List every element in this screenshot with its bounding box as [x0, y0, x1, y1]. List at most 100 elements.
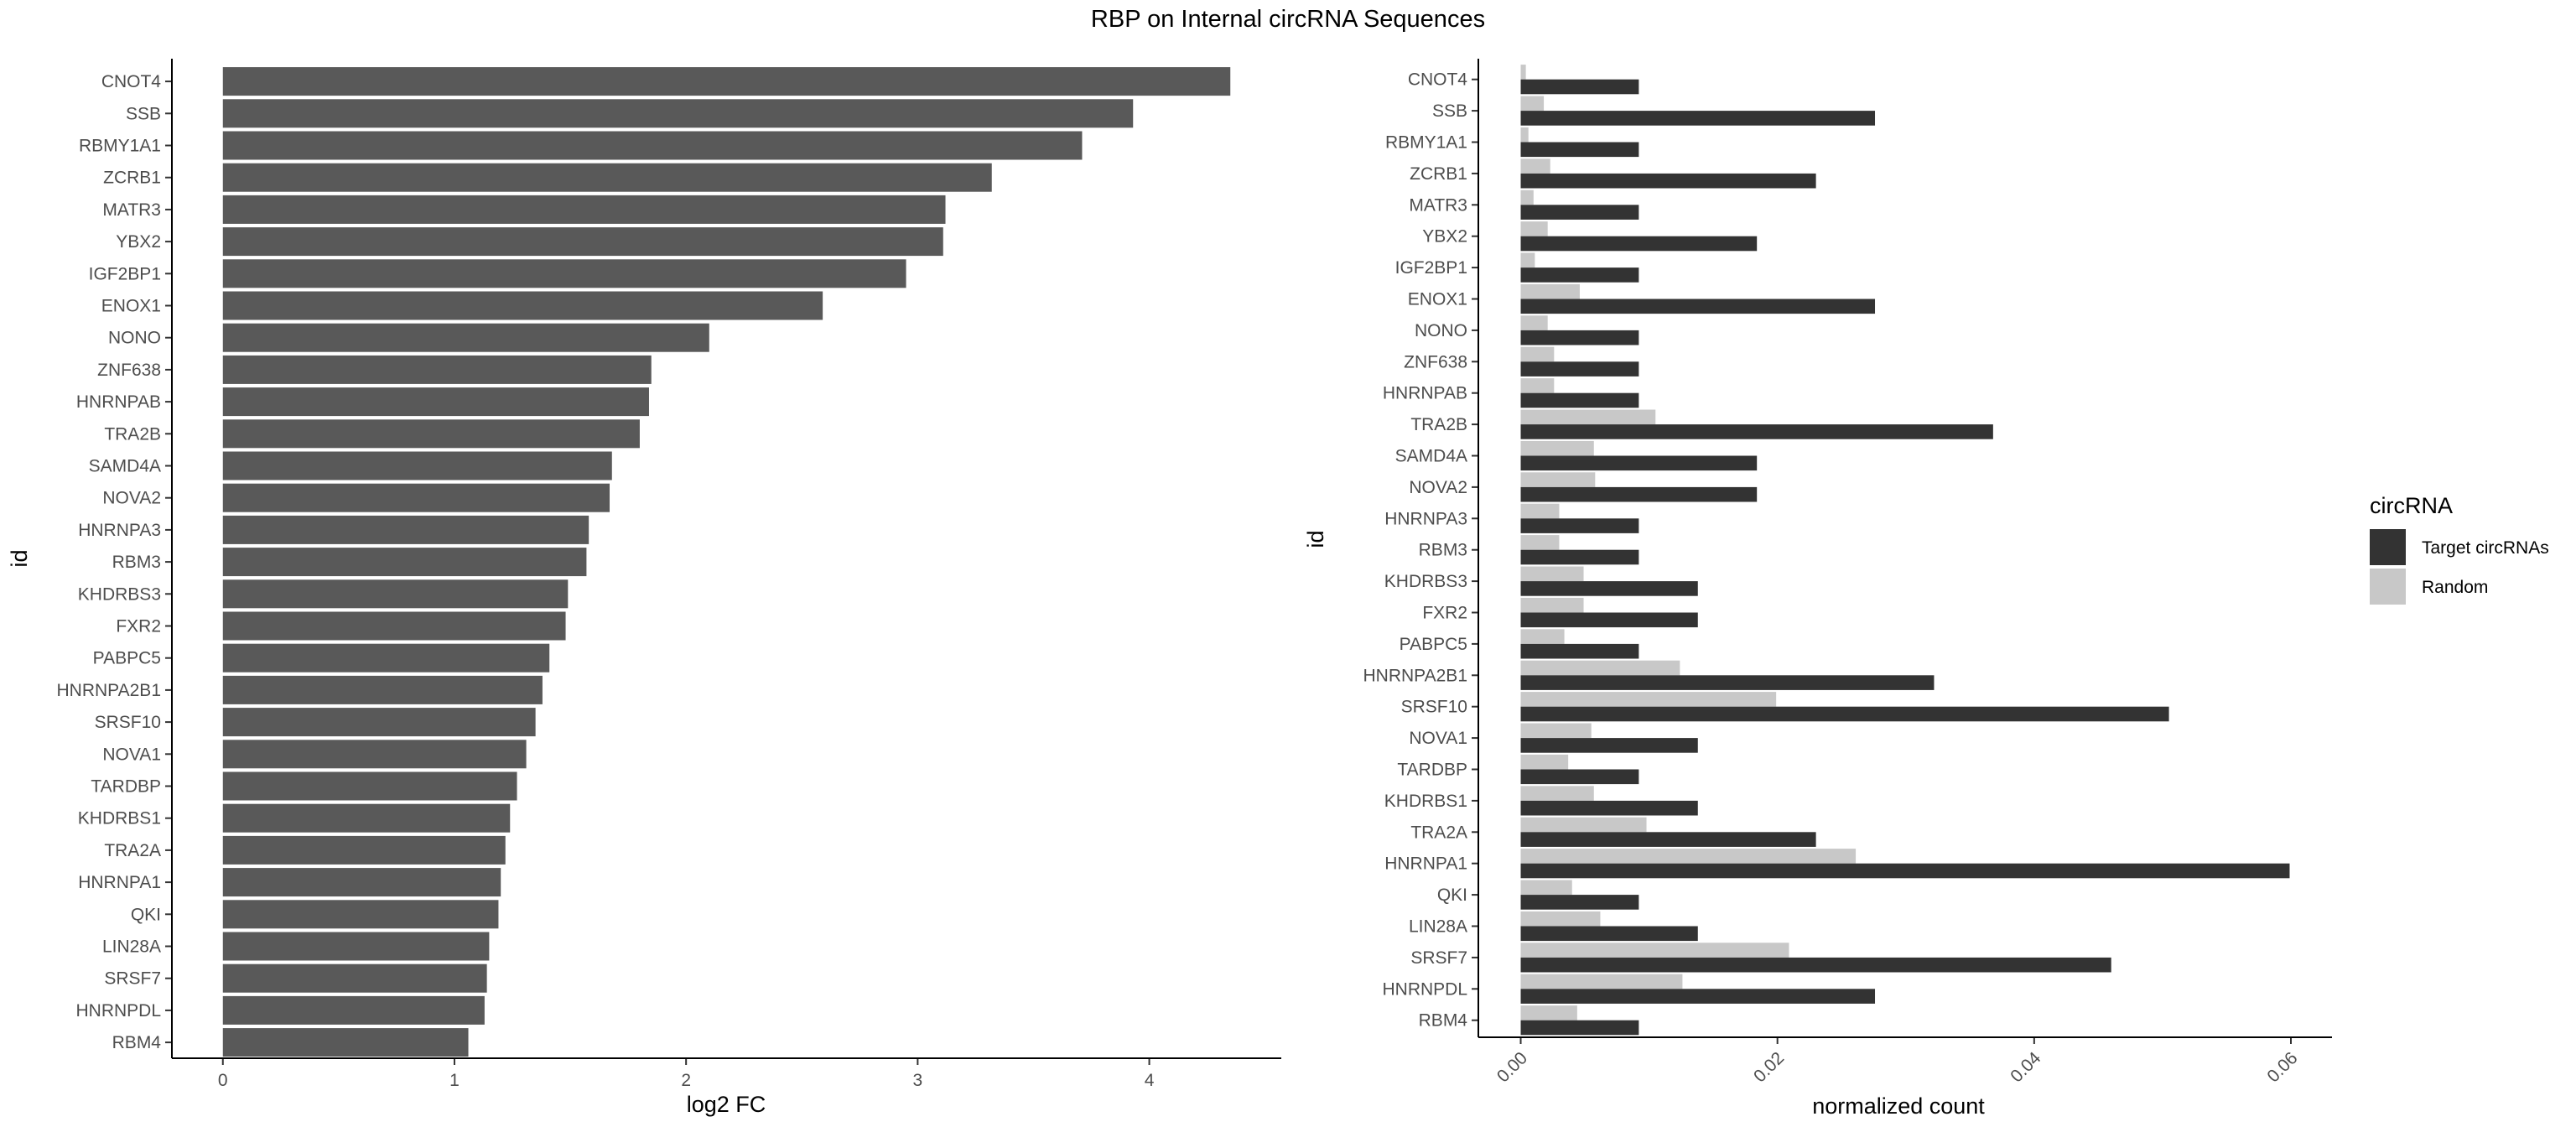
bar-fxr2-target-circrnas: [1520, 612, 1698, 628]
left-y-axis-label: id: [7, 549, 32, 567]
y-tick-label-cnot4: CNOT4: [1408, 70, 1467, 90]
y-tick-label-khdrbs1: KHDRBS1: [1384, 792, 1467, 811]
bar-srsf10-target-circrnas: [1520, 706, 2169, 722]
y-tick-label-hnrnpa1: HNRNPA1: [78, 873, 161, 892]
legend-title: circRNA: [2370, 493, 2453, 518]
bar-pabpc5-random: [1520, 629, 1565, 644]
bar-rbm3-target-circrnas: [1520, 549, 1639, 565]
left-x-axis-label: log2 FC: [687, 1092, 766, 1117]
y-tick-label-qki: QKI: [131, 905, 161, 924]
y-tick-label-khdrbs3: KHDRBS3: [1384, 572, 1467, 591]
x-tick-label: 2: [681, 1071, 691, 1090]
left-y-tick-labels: CNOT4 SSB RBMY1A1 ZCRB1 MATR3 YBX2 IGF2BP1 ENOX…: [57, 72, 172, 1052]
legend-label-target: Target circRNAs: [2422, 538, 2549, 558]
y-tick-label-rbmy1a1: RBMY1A1: [79, 137, 161, 156]
y-tick-label-pabpc5: PABPC5: [93, 649, 161, 668]
x-tick-label: 1: [449, 1071, 460, 1090]
bar-fxr2-random: [1520, 597, 1584, 613]
bar-hnrnpdl: [222, 995, 485, 1025]
bar-hnrnpa2b1-random: [1520, 660, 1680, 676]
bar-khdrbs3-target-circrnas: [1520, 581, 1698, 596]
bar-lin28a-target-circrnas: [1520, 926, 1698, 942]
bar-samd4a: [222, 451, 612, 480]
y-tick-label-lin28a: LIN28A: [102, 937, 161, 957]
bar-tra2a: [222, 835, 506, 865]
y-tick-label-zcrb1: ZCRB1: [103, 169, 161, 188]
bar-enox1: [222, 291, 823, 320]
bar-nova2-target-circrnas: [1520, 486, 1758, 502]
bar-znf638-target-circrnas: [1520, 361, 1639, 377]
y-tick-label-tra2b: TRA2B: [1410, 415, 1467, 434]
bar-znf638: [222, 355, 652, 384]
y-tick-label-nono: NONO: [108, 329, 161, 348]
x-tick-label: 3: [913, 1071, 923, 1090]
bar-rbm4-target-circrnas: [1520, 1020, 1639, 1036]
y-tick-label-nova2: NOVA2: [1409, 478, 1467, 497]
bar-tra2b-target-circrnas: [1520, 424, 1993, 439]
bar-srsf7-random: [1520, 943, 1789, 958]
y-tick-label-fxr2: FXR2: [1422, 604, 1467, 623]
bar-matr3-random: [1520, 190, 1534, 205]
bar-qki: [222, 900, 499, 929]
y-tick-label-rbmy1a1: RBMY1A1: [1385, 133, 1467, 153]
y-tick-label-fxr2: FXR2: [116, 617, 161, 636]
bar-khdrbs1: [222, 803, 511, 833]
bar-khdrbs1-random: [1520, 786, 1594, 801]
y-tick-label-srsf10: SRSF10: [95, 713, 161, 732]
right-y-tick-labels: CNOT4 SSB RBMY1A1 ZCRB1 MATR3 YBX2 IGF2BP1 ENOX…: [1363, 70, 1478, 1031]
bar-qki-target-circrnas: [1520, 895, 1639, 910]
bar-srsf7: [222, 963, 487, 993]
bar-hnrnpab-random: [1520, 378, 1555, 393]
y-tick-label-samd4a: SAMD4A: [89, 457, 161, 476]
bar-igf2bp1: [222, 259, 906, 288]
bar-hnrnpa2b1: [222, 675, 543, 704]
y-tick-label-tra2a: TRA2A: [1410, 823, 1467, 842]
left-bars: [222, 67, 1231, 1057]
y-tick-label-samd4a: SAMD4A: [1395, 447, 1467, 466]
bar-ssb: [222, 99, 1134, 128]
y-tick-label-ssb: SSB: [126, 104, 161, 123]
y-tick-label-matr3: MATR3: [102, 200, 161, 220]
y-tick-label-hnrnpa2b1: HNRNPA2B1: [57, 681, 161, 700]
bar-rbm3-random: [1520, 535, 1560, 550]
y-tick-label-zcrb1: ZCRB1: [1410, 164, 1467, 184]
y-tick-label-hnrnpab: HNRNPAB: [76, 392, 161, 412]
bar-nono: [222, 323, 709, 352]
bar-rbm3: [222, 548, 587, 577]
bar-igf2bp1-target-circrnas: [1520, 267, 1639, 283]
bar-hnrnpa1: [222, 868, 501, 897]
bar-fxr2: [222, 611, 566, 641]
bar-hnrnpdl-target-circrnas: [1520, 989, 1876, 1004]
bar-tardbp: [222, 771, 517, 801]
y-tick-label-hnrnpa3: HNRNPA3: [78, 521, 161, 540]
bar-zcrb1-target-circrnas: [1520, 173, 1816, 189]
left-panel: CNOT4 SSB RBMY1A1 ZCRB1 MATR3 YBX2 IGF2BP1 ENOX…: [7, 59, 1281, 1117]
bar-khdrbs3: [222, 579, 569, 609]
bar-zcrb1-random: [1520, 158, 1550, 174]
y-tick-label-enox1: ENOX1: [1408, 290, 1467, 309]
bar-tra2a-random: [1520, 817, 1647, 833]
bar-srsf10: [222, 708, 536, 737]
y-tick-label-tra2a: TRA2A: [104, 841, 161, 860]
y-tick-label-ybx2: YBX2: [1422, 227, 1467, 247]
bar-rbm4-random: [1520, 1005, 1577, 1021]
right-y-axis-label: id: [1303, 530, 1328, 548]
bar-rbm4: [222, 1028, 469, 1057]
bar-khdrbs3-random: [1520, 566, 1584, 582]
bar-zcrb1: [222, 163, 992, 192]
bar-rbmy1a1: [222, 131, 1083, 160]
bar-samd4a-random: [1520, 440, 1594, 456]
legend-swatch-random: [2370, 569, 2406, 605]
bar-hnrnpa3: [222, 515, 589, 544]
y-tick-label-hnrnpa1: HNRNPA1: [1384, 854, 1467, 874]
bar-ybx2-target-circrnas: [1520, 236, 1758, 252]
right-panel: CNOT4 SSB RBMY1A1 ZCRB1 MATR3 YBX2 IGF2BP1 ENOX…: [1303, 59, 2332, 1119]
y-tick-label-tardbp: TARDBP: [91, 777, 161, 797]
y-tick-label-matr3: MATR3: [1409, 195, 1467, 215]
bar-tra2a-target-circrnas: [1520, 832, 1816, 847]
bar-hnrnpa1-target-circrnas: [1520, 863, 2290, 879]
y-tick-label-lin28a: LIN28A: [1409, 917, 1467, 937]
x-tick-label: 0.02: [1750, 1048, 1788, 1086]
y-tick-label-rbm4: RBM4: [112, 1033, 162, 1052]
left-x-ticks: 0 1 2 3 4: [218, 1058, 1155, 1090]
